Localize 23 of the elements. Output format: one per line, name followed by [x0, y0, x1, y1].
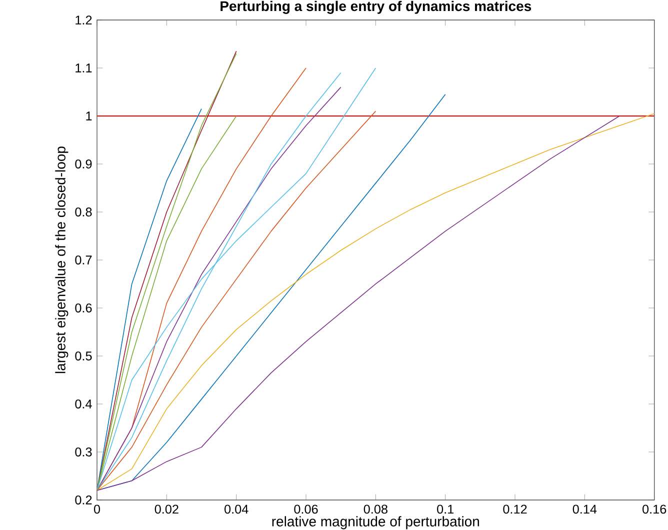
- y-tick-label: 0.8: [75, 208, 92, 216]
- y-axis-title: largest eigenvalue of the closed-loop: [55, 146, 68, 374]
- y-tick-label: 1.2: [76, 16, 92, 24]
- x-tick-label: 0.14: [572, 504, 597, 514]
- y-tick-label: 0.3: [75, 448, 92, 456]
- y-tick-label: 0.6: [75, 304, 92, 312]
- x-tick-label: 0.16: [642, 504, 666, 514]
- y-tick-label: 0.9: [75, 160, 92, 168]
- x-axis-title: relative magnitude of perturbation: [272, 516, 480, 530]
- x-tick-label: 0.02: [154, 504, 178, 514]
- x-tick-label: 0.04: [224, 504, 248, 514]
- chart-title: Perturbing a single entry of dynamics matrices: [220, 0, 532, 14]
- x-tick-label: 0.1: [437, 504, 454, 514]
- y-tick-label: 0.7: [75, 256, 92, 264]
- y-tick-label: 1.1: [76, 64, 92, 72]
- y-tick-label: 1: [86, 112, 92, 120]
- x-tick-label: 0: [94, 504, 100, 514]
- y-tick-label: 0.4: [75, 400, 92, 408]
- x-tick-label: 0.12: [503, 504, 527, 514]
- x-tick-label: 0.06: [294, 504, 318, 514]
- y-tick-label: 0.2: [75, 496, 92, 504]
- y-tick-label: 0.5: [75, 352, 92, 360]
- x-tick-label: 0.08: [364, 504, 388, 514]
